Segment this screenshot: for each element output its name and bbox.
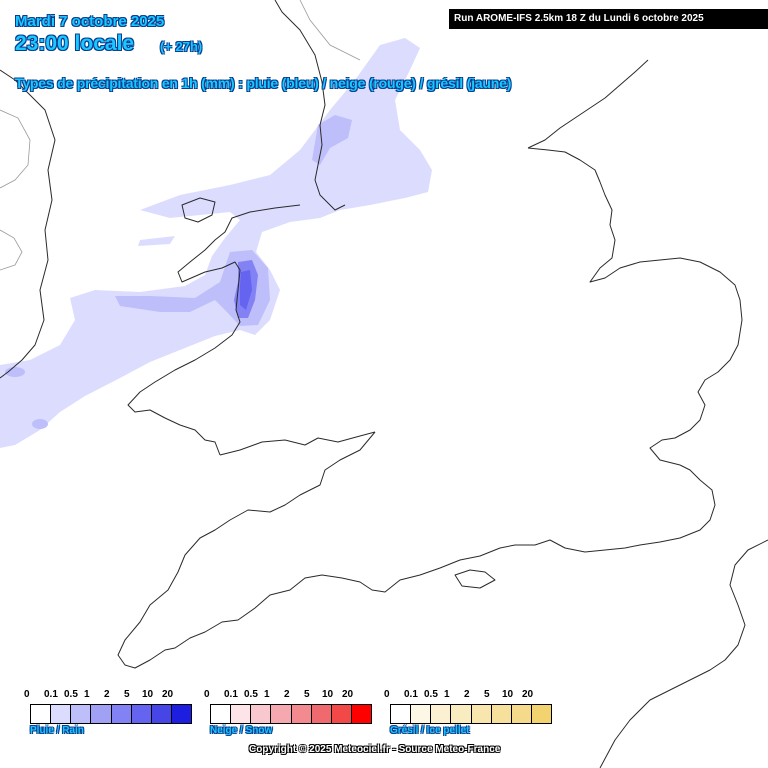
color-swatch: [251, 705, 272, 723]
ice-pellet-scale: 0 0.1 0.5 1 2 5 10 20 Grésil / Ice pelle…: [384, 689, 552, 736]
scale-tick: 0.5: [64, 689, 78, 700]
forecast-date: Mardi 7 octobre 2025: [15, 13, 165, 30]
forecast-time: 23:00 locale: [15, 32, 135, 55]
color-swatch: [171, 705, 191, 723]
color-swatch: [71, 705, 92, 723]
copyright-notice: Copyright © 2025 Meteociel.fr - Source M…: [249, 744, 501, 755]
rain-scale-ticks: 0 0.1 0.5 1 2 5 10 20: [24, 689, 192, 703]
scale-tick: 10: [142, 689, 154, 700]
color-swatch: [471, 705, 492, 723]
scale-tick: 2: [284, 689, 290, 700]
scale-tick: 20: [162, 689, 174, 700]
scale-tick: 0.1: [404, 689, 418, 700]
color-swatch: [351, 705, 371, 723]
rain-patch-north: [312, 115, 352, 165]
scale-tick: 10: [322, 689, 334, 700]
snow-scale-ticks: 0 0.1 0.5 1 2 5 10 20: [204, 689, 372, 703]
color-swatch: [211, 705, 232, 723]
color-swatch: [131, 705, 152, 723]
color-swatch: [491, 705, 512, 723]
coast-bristol-channel-north: [219, 431, 376, 456]
scale-tick: 5: [124, 689, 130, 700]
scale-tick: 20: [342, 689, 354, 700]
precipitation-legend-title: Types de précipitation en 1h (mm) : plui…: [15, 75, 512, 91]
rain-core-inner: [240, 270, 252, 310]
ice-pellet-scale-label: Grésil / Ice pellet: [390, 725, 470, 736]
coast-france: [599, 539, 768, 768]
model-run-banner: Run AROME-IFS 2.5km 18 Z du Lundi 6 octo…: [449, 9, 768, 29]
rain-band-northwest: [0, 38, 432, 448]
color-swatch: [111, 705, 132, 723]
color-swatch: [511, 705, 532, 723]
color-swatch: [431, 705, 452, 723]
scale-tick: 5: [484, 689, 490, 700]
color-swatch: [311, 705, 332, 723]
scale-tick: 0.1: [44, 689, 58, 700]
scale-tick: 0.1: [224, 689, 238, 700]
snow-color-swatches: [210, 704, 372, 724]
ice-pellet-scale-ticks: 0 0.1 0.5 1 2 5 10 20: [384, 689, 552, 703]
coast-england-north-west: [274, 0, 346, 211]
forecast-lead-time: (+ 27h): [160, 39, 203, 54]
scale-tick: 0.5: [424, 689, 438, 700]
rain-scale: 0 0.1 0.5 1 2 5 10 20 Pluie / Rain: [24, 689, 192, 736]
rain-precipitation-areas: [0, 38, 432, 448]
rain-patch-wales: [115, 250, 270, 326]
scale-tick: 0.5: [244, 689, 258, 700]
color-swatch: [391, 705, 412, 723]
snow-scale: 0 0.1 0.5 1 2 5 10 20 Neige / Snow: [204, 689, 372, 736]
scale-tick: 1: [264, 689, 270, 700]
coast-isle-of-wight: [454, 569, 496, 589]
scale-tick: 0: [24, 689, 30, 700]
rain-scale-label: Pluie / Rain: [30, 725, 84, 736]
color-swatch: [51, 705, 72, 723]
scale-tick: 5: [304, 689, 310, 700]
coast-southwest-peninsula: [117, 431, 716, 669]
color-swatch: [411, 705, 432, 723]
coast-ireland-inner2: [0, 229, 23, 271]
color-swatch: [91, 705, 112, 723]
rain-spot-sw: [32, 419, 48, 429]
color-swatch: [531, 705, 551, 723]
rain-color-swatches: [30, 704, 192, 724]
scale-tick: 20: [522, 689, 534, 700]
scale-tick: 0: [384, 689, 390, 700]
coast-east-anglia: [527, 147, 743, 466]
scale-tick: 1: [444, 689, 450, 700]
color-swatch: [291, 705, 312, 723]
color-swatch: [271, 705, 292, 723]
coast-ireland-inner: [0, 109, 31, 189]
rain-band-irish-sea: [138, 236, 175, 246]
scale-tick: 10: [502, 689, 514, 700]
ice-pellet-color-swatches: [390, 704, 552, 724]
scale-tick: 0: [204, 689, 210, 700]
rain-spot-west: [5, 367, 25, 377]
scale-tick: 2: [464, 689, 470, 700]
color-swatch: [31, 705, 52, 723]
coast-anglesey: [181, 197, 216, 223]
rain-spot-sea: [121, 297, 149, 307]
color-swatch: [331, 705, 352, 723]
coast-ireland: [0, 69, 56, 379]
border-scotland-england: [299, 0, 361, 61]
coast-north-east: [527, 59, 649, 149]
snow-scale-label: Neige / Snow: [210, 725, 273, 736]
color-swatch: [151, 705, 172, 723]
color-swatch: [451, 705, 472, 723]
scale-tick: 1: [84, 689, 90, 700]
coast-wales: [127, 204, 301, 456]
color-swatch: [231, 705, 252, 723]
scale-tick: 2: [104, 689, 110, 700]
